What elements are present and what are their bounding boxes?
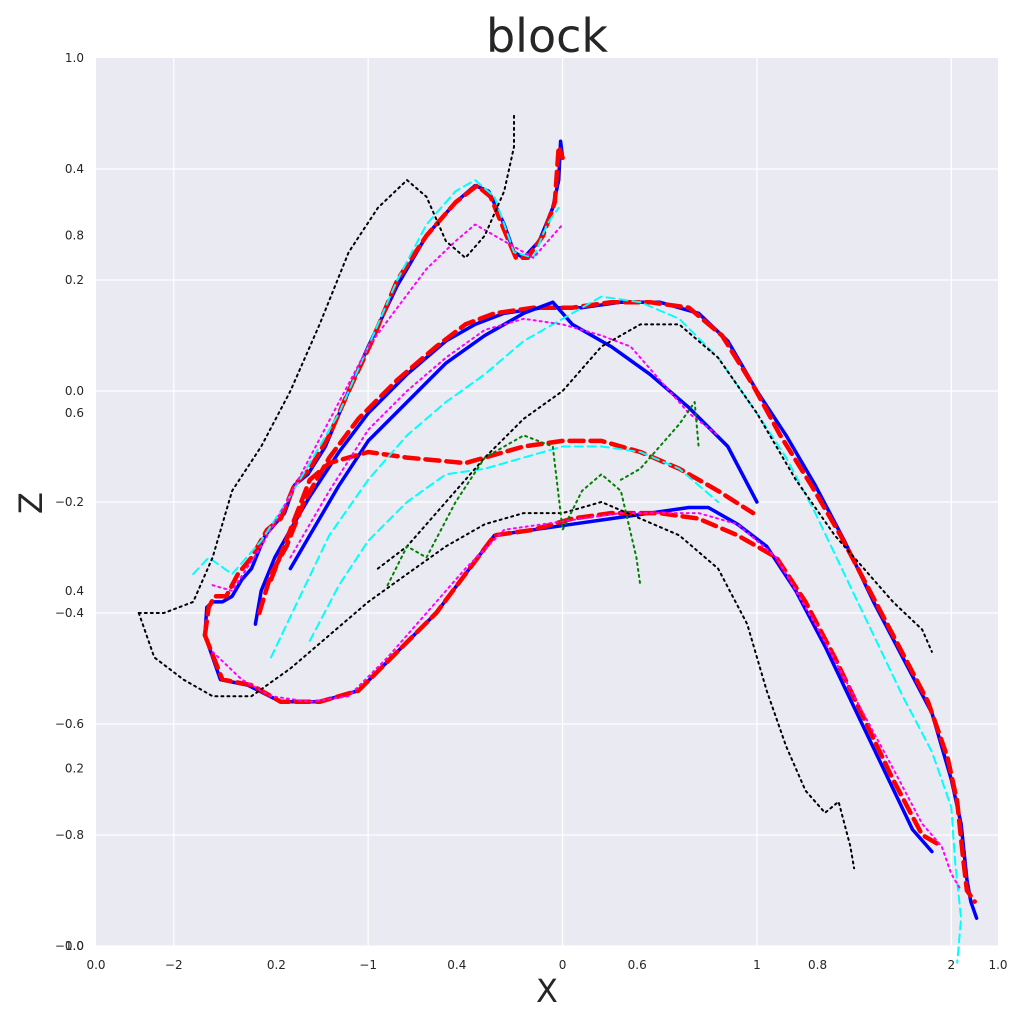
x-tick-label: 0 [559, 958, 567, 972]
x-tick-label: −2 [165, 958, 183, 972]
series-layer [137, 112, 979, 964]
overlay-y-tick-label: 0.2 [65, 761, 84, 775]
y-tick-label: −1.0 [55, 939, 84, 953]
overlay-y-tick-label: 1.0 [65, 51, 84, 65]
y-tick-label: 0.0 [65, 384, 84, 398]
x-tick-label: 2 [948, 958, 956, 972]
overlay-x-tick-label: 0.0 [86, 958, 105, 972]
series-line [289, 317, 720, 559]
overlay-x-tick-label: 0.4 [447, 958, 466, 972]
series-line [211, 223, 564, 592]
series-line [619, 401, 700, 481]
y-tick-label: −0.8 [55, 828, 84, 842]
y-tick-label: 0.2 [65, 273, 84, 287]
overlay-x-tick-label: 0.2 [267, 958, 286, 972]
series-line [386, 434, 642, 587]
x-tick-label: −1 [359, 958, 377, 972]
overlay-x-tick-label: 0.8 [808, 958, 827, 972]
series-line [211, 512, 963, 892]
overlay-x-tick-label: 0.6 [628, 958, 647, 972]
tick-layer: −2 −1 0 1 2−1.0−0.8−0.6−0.4−0.20.00.20.40.0 0… [55, 51, 1008, 972]
overlay-y-tick-label: 0.8 [65, 229, 84, 243]
series-line [288, 300, 759, 571]
series-line [137, 112, 515, 614]
y-tick-label: −0.4 [55, 606, 84, 620]
x-tick-label: 1 [753, 958, 761, 972]
y-tick-label: −0.6 [55, 717, 84, 731]
series-line [257, 299, 977, 904]
overlay-y-tick-label: 0.4 [65, 584, 84, 598]
y-tick-label: −0.2 [55, 495, 84, 509]
overlay-y-tick-label: 0.0 [65, 939, 84, 953]
grid [96, 58, 998, 947]
series-line [308, 445, 720, 642]
overlay-y-tick-label: 0.6 [65, 406, 84, 420]
y-tick-label: 0.4 [65, 162, 84, 176]
x-axis-label: X [536, 972, 558, 1010]
series-line [192, 179, 560, 576]
series-line [137, 501, 856, 870]
overlay-x-tick-label: 1.0 [988, 958, 1007, 972]
chart-title: block [486, 9, 608, 63]
y-axis-label: Z [12, 492, 50, 514]
series-line [376, 323, 933, 653]
series-line [270, 295, 963, 964]
